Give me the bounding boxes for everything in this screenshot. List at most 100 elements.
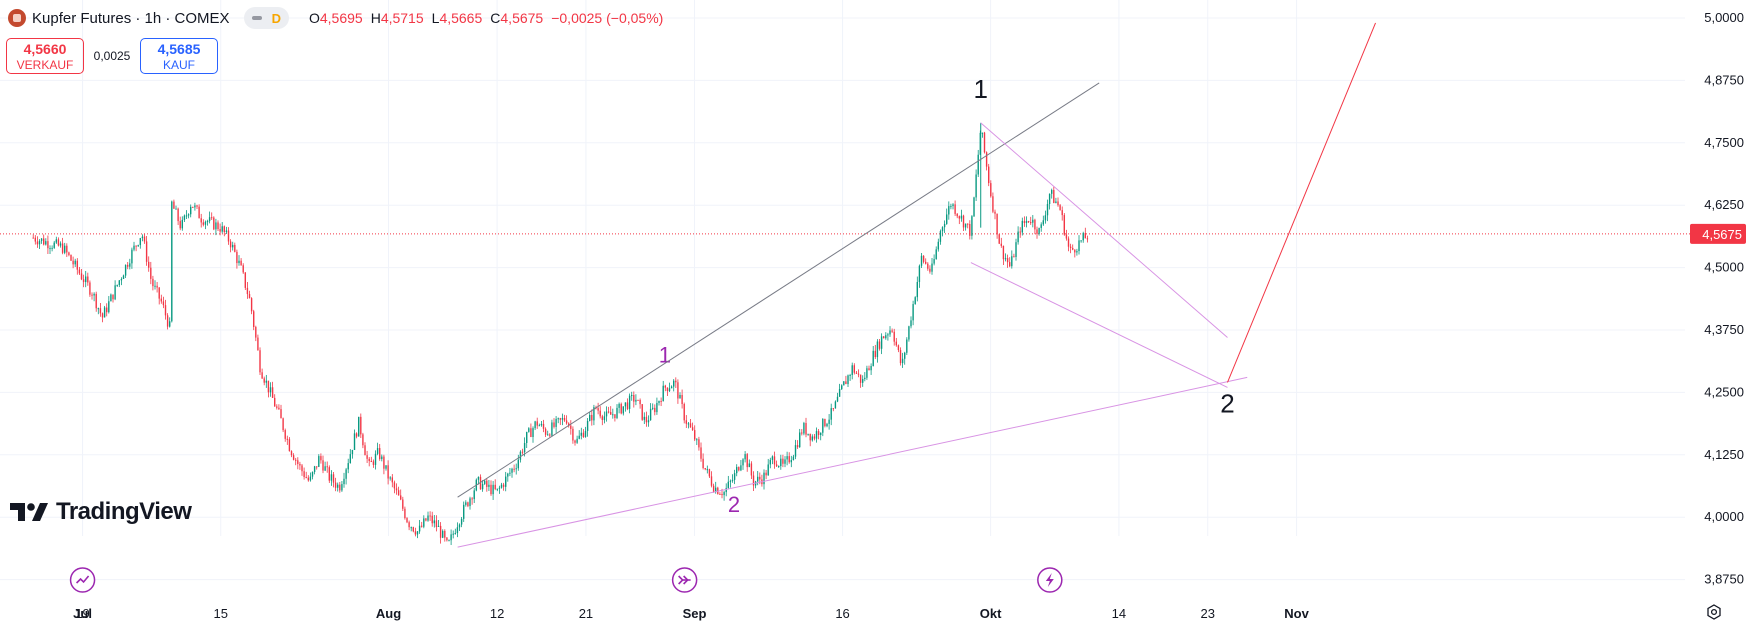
candle-body	[681, 394, 683, 405]
candle-body	[563, 417, 566, 421]
trending-icon[interactable]	[69, 567, 96, 593]
candle-body	[345, 469, 347, 479]
candle-body	[129, 263, 131, 267]
candle-body	[658, 400, 660, 403]
candle-body	[391, 477, 394, 483]
timeframe-toggle[interactable]: D	[243, 7, 289, 29]
candle-body	[864, 377, 866, 380]
candle-body	[532, 428, 534, 438]
candle-body	[849, 374, 851, 376]
candle-body	[429, 515, 431, 517]
candle-body	[265, 380, 268, 383]
trendline-channel[interactable]	[457, 82, 1100, 498]
candle-body	[801, 432, 803, 434]
candle-body	[169, 321, 171, 327]
candle-body	[652, 407, 654, 409]
candle-body	[775, 464, 778, 467]
last-price-label: 4,5675	[1702, 227, 1742, 242]
candle-body	[664, 385, 667, 388]
candle-body	[236, 251, 238, 264]
wave-label[interactable]: 2	[728, 492, 740, 517]
wave-label[interactable]: 2	[1220, 388, 1234, 418]
trendline-projection[interactable]	[1227, 22, 1376, 383]
candle-body	[211, 217, 213, 219]
ohlc-key: H	[370, 10, 381, 26]
trendline-lower-triangle[interactable]	[970, 262, 1228, 388]
candle-body	[406, 518, 408, 523]
candle-body	[622, 406, 625, 414]
candle-body	[528, 428, 530, 432]
candle-body	[232, 244, 234, 248]
candle-body	[458, 524, 461, 528]
candle-body	[876, 341, 879, 358]
flash-icon[interactable]	[1037, 567, 1063, 593]
candle-body	[484, 480, 486, 484]
candle-body	[597, 408, 599, 411]
candle-body	[248, 294, 251, 299]
candle-body	[389, 477, 391, 479]
candle-body	[799, 432, 801, 448]
candle-body	[1059, 205, 1061, 211]
candle-body	[1082, 233, 1084, 241]
trendline-lower-trendline[interactable]	[457, 376, 1248, 548]
candle-body	[82, 279, 85, 283]
wave-label[interactable]: 1	[973, 74, 987, 104]
y-tick-label: 4,3750	[1704, 322, 1744, 337]
candle-body	[815, 431, 818, 439]
candle-body	[576, 438, 578, 443]
trendline-upper-triangle[interactable]	[980, 122, 1228, 338]
candle-body	[1009, 262, 1011, 267]
candle-body	[971, 216, 973, 236]
candle-body	[1000, 243, 1003, 246]
ohlc-value: 4,5695	[319, 10, 363, 26]
candle-body	[547, 434, 549, 436]
candle-body	[127, 264, 129, 267]
candle-body	[124, 264, 127, 276]
candle-body	[880, 336, 883, 349]
candle-body	[376, 448, 379, 454]
candle-body	[721, 493, 723, 496]
candle-body	[771, 456, 774, 460]
candle-body	[1048, 193, 1051, 205]
candle-body	[521, 451, 524, 453]
symbol-title[interactable]: Kupfer Futures · 1h · COMEX	[32, 9, 230, 27]
candle-body	[1036, 229, 1038, 234]
candle-body	[238, 260, 240, 264]
candle-body	[395, 488, 398, 491]
candle-body	[198, 206, 200, 219]
candle-body	[544, 428, 547, 435]
candle-body	[748, 463, 751, 468]
candle-body	[288, 439, 291, 452]
candle-body	[719, 493, 721, 495]
settings-icon[interactable]	[1706, 604, 1722, 620]
candle-body	[952, 204, 954, 207]
candle-body	[901, 358, 904, 364]
candle-body	[511, 468, 513, 473]
candle-body	[269, 387, 272, 393]
candle-body	[742, 459, 744, 466]
sell-button[interactable]: 4,5660 VERKAUF	[6, 38, 84, 74]
candle-body	[813, 436, 816, 439]
ohlc-value: 4,5665	[439, 10, 483, 26]
candle-body	[72, 260, 74, 265]
candle-body	[866, 368, 868, 378]
trade-panel: 4,5660 VERKAUF 0,0025 4,5685 KAUF	[6, 38, 218, 74]
candle-body	[574, 440, 576, 443]
candle-body	[778, 466, 780, 468]
candle-body	[841, 385, 843, 389]
candle-body	[387, 465, 389, 479]
buy-button[interactable]: 4,5685 KAUF	[140, 38, 218, 74]
arrow-forward-icon[interactable]	[671, 567, 698, 593]
ohlc-key: C	[490, 10, 501, 26]
candle-body	[578, 435, 580, 439]
candle-body	[830, 408, 832, 420]
candle-body	[139, 238, 142, 246]
candle-body	[439, 525, 442, 538]
candle-body	[515, 468, 517, 470]
candle-body	[425, 518, 427, 521]
candle-body	[374, 453, 377, 465]
ohlc-item: −0,0025 (−0,05%)	[551, 10, 663, 26]
y-tick-label: 4,0000	[1704, 509, 1744, 524]
